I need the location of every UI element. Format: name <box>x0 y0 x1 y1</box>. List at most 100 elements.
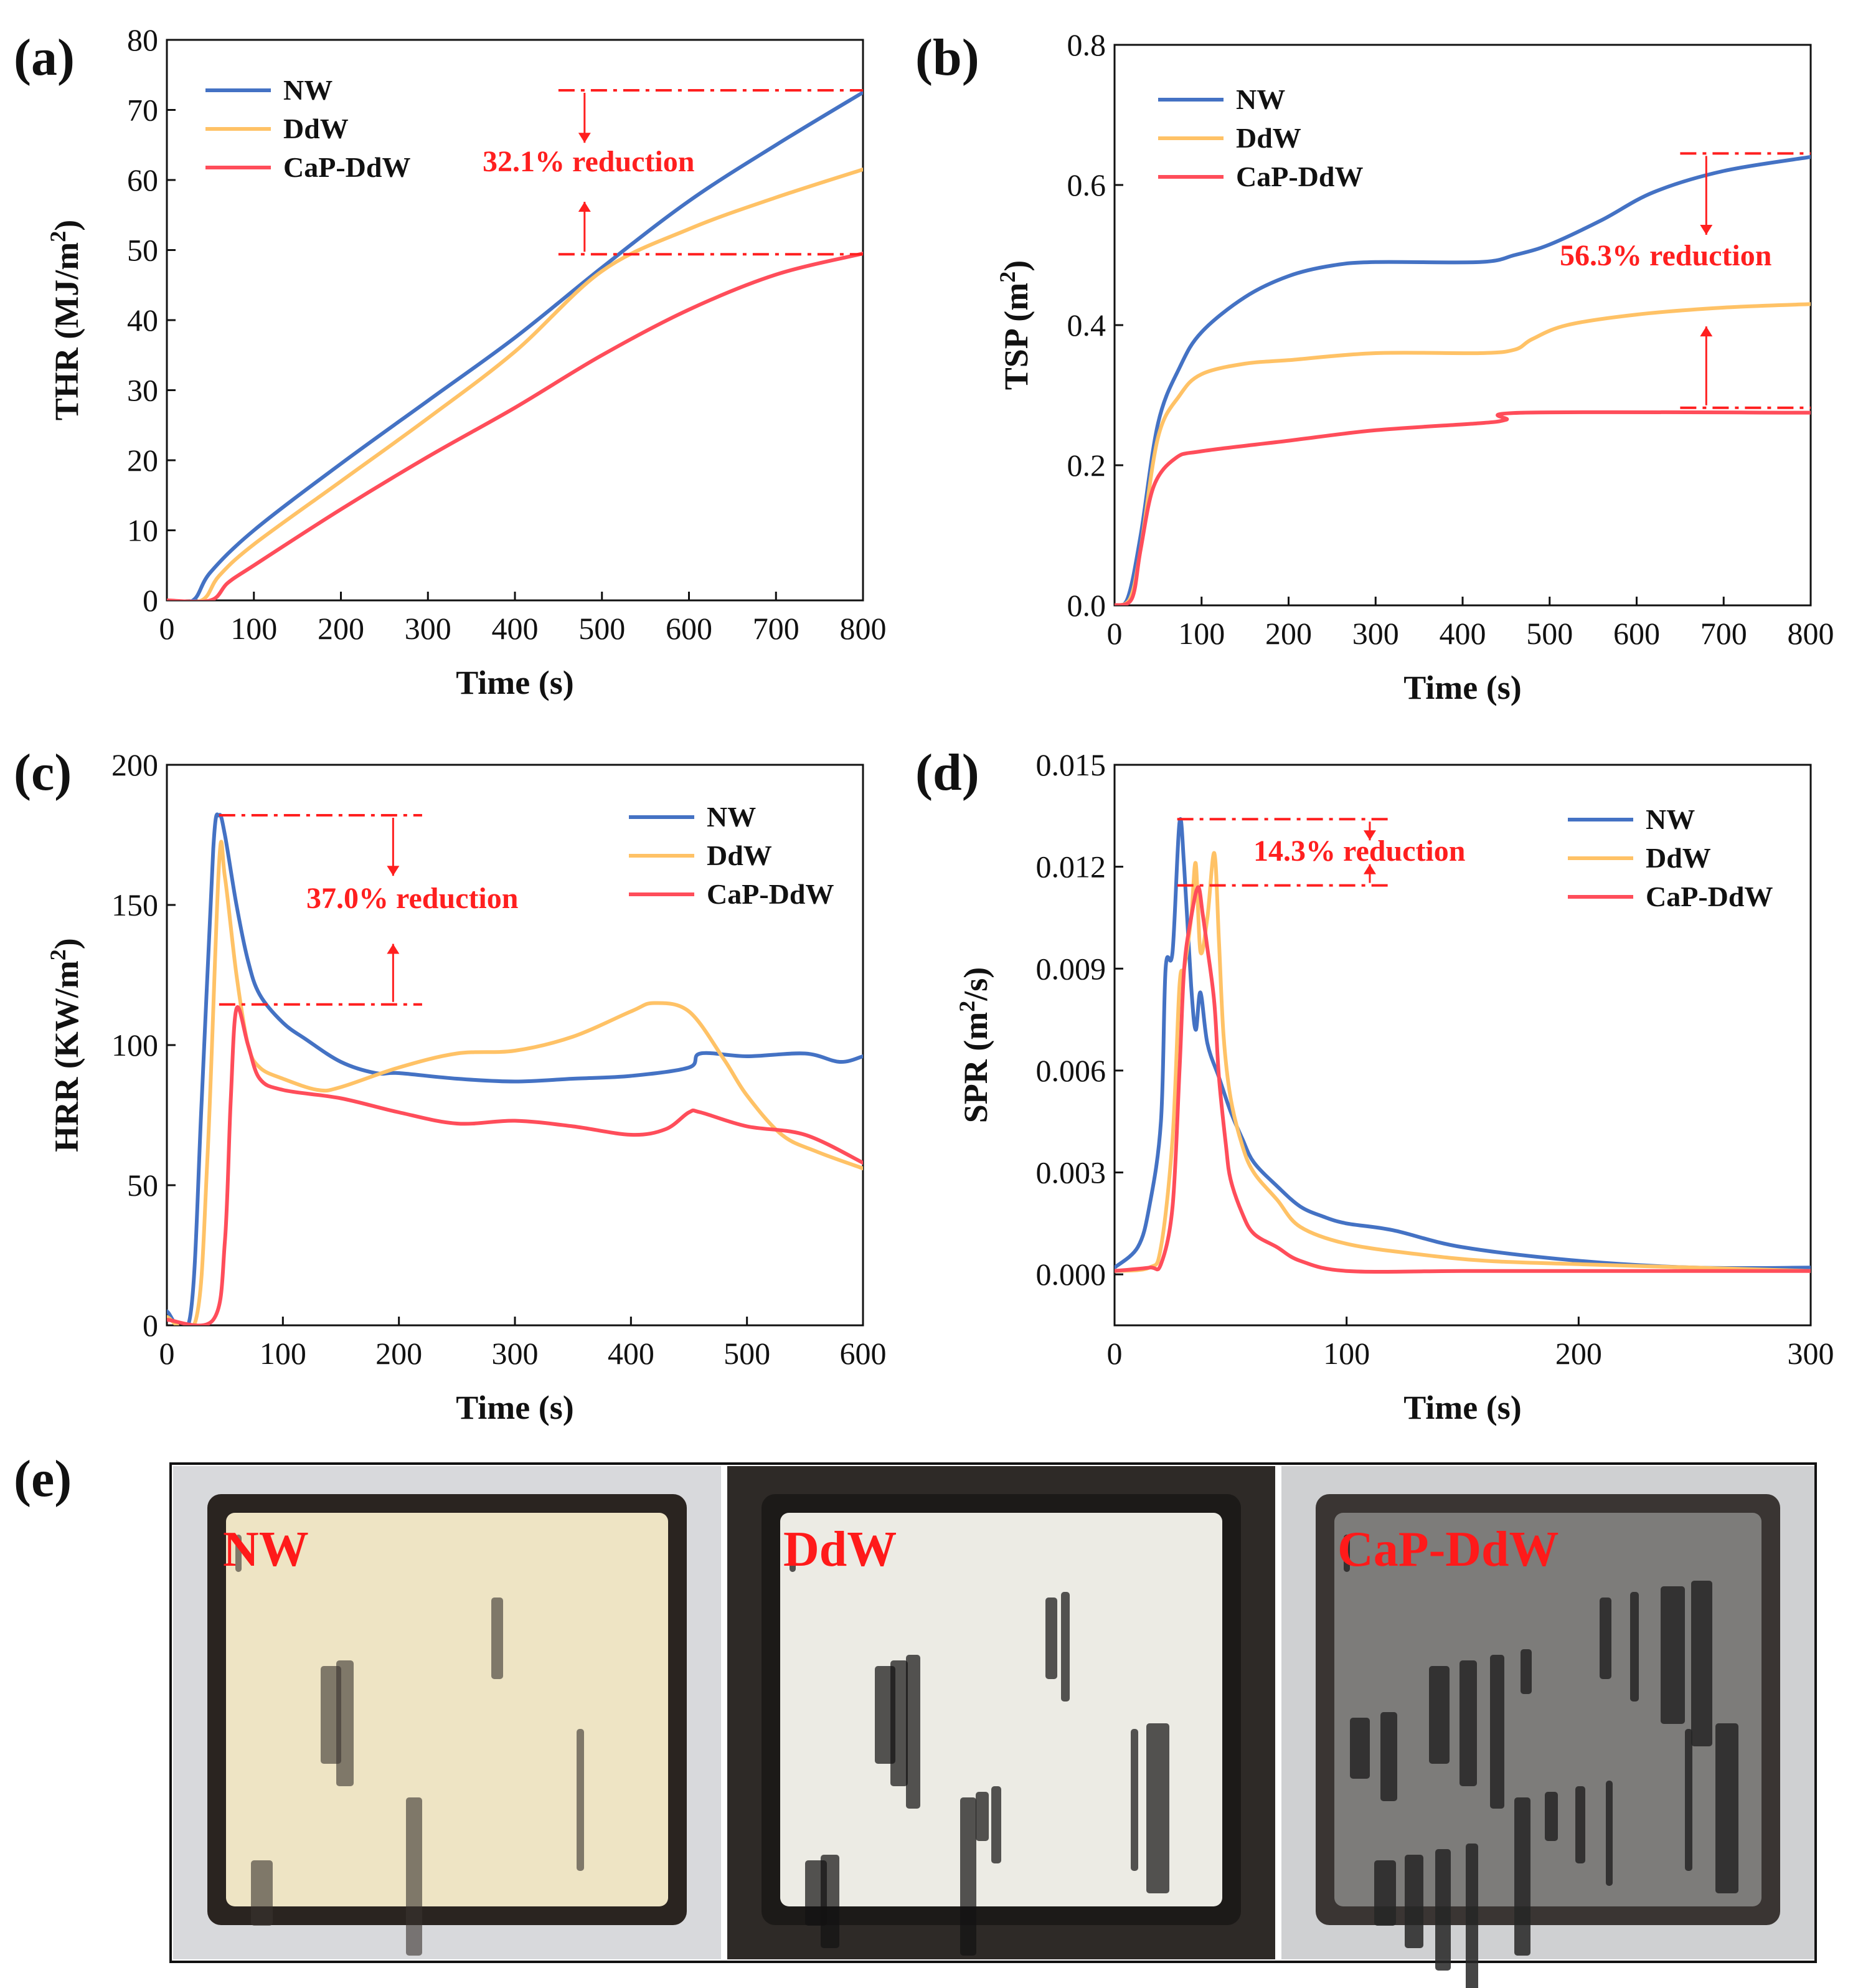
x-tick-label: 0 <box>1107 1336 1123 1371</box>
y-tick-label: 50 <box>127 233 158 268</box>
char-crack <box>875 1666 895 1764</box>
annotation-arrowhead-up <box>1363 864 1376 874</box>
y-tick-label: 0.6 <box>1067 168 1106 202</box>
y-axis-title-sup: 2 <box>45 231 70 242</box>
panel-label: (a) <box>14 29 75 87</box>
y-axis-title: THR (MJ/m2) <box>45 220 85 420</box>
x-axis-title: Time (s) <box>1403 1389 1521 1426</box>
annotation-arrowhead-down <box>387 866 400 876</box>
char-crack <box>1061 1592 1070 1702</box>
y-tick-label: 0.0 <box>1067 588 1106 623</box>
char-crack <box>1545 1792 1558 1841</box>
char-crack <box>1606 1781 1613 1886</box>
y-axis-title-main: SPR (m <box>957 1012 994 1123</box>
legend-label-cap-ddw: CaP-DdW <box>1646 881 1773 912</box>
series-line-nw <box>167 90 863 600</box>
series-line-cap-ddw <box>167 252 863 600</box>
char-crack <box>1435 1849 1451 1971</box>
series-line-nw <box>167 812 863 1325</box>
char-crack <box>960 1797 976 1956</box>
char-crack <box>577 1729 584 1871</box>
x-tick-label: 800 <box>1788 616 1834 651</box>
x-tick-label: 200 <box>1555 1336 1602 1371</box>
y-tick-label: 0.006 <box>1036 1053 1106 1088</box>
legend-label-ddw: DdW <box>283 113 349 144</box>
photo-label: CaP-DdW <box>1337 1522 1559 1577</box>
photo-strip-frame <box>169 1462 1817 1963</box>
y-tick-label: 0.015 <box>1036 747 1106 782</box>
annotation-label: 37.0% reduction <box>306 882 518 915</box>
char-crack <box>491 1598 503 1679</box>
annotation-label: 14.3% reduction <box>1253 835 1465 868</box>
y-tick-label: 10 <box>127 513 158 548</box>
y-axis-title-main: TSP (m <box>997 283 1035 391</box>
x-tick-label: 500 <box>1526 616 1573 651</box>
y-axis-title-main: HRR (KW/m <box>48 960 85 1152</box>
y-axis-title-main: THR (MJ/m <box>48 242 85 420</box>
x-tick-label: 500 <box>724 1336 770 1371</box>
x-tick-label: 200 <box>375 1336 422 1371</box>
panel-label-e: (e) <box>14 1450 72 1508</box>
char-crack <box>1374 1860 1396 1926</box>
series-line-ddw <box>1115 302 1811 605</box>
photo-residue <box>780 1513 1222 1906</box>
char-crack <box>1521 1649 1532 1694</box>
y-tick-label: 50 <box>127 1168 158 1203</box>
x-tick-label: 100 <box>1323 1336 1370 1371</box>
y-tick-label: 0.8 <box>1067 27 1106 62</box>
annotation-arrowhead-down <box>1363 830 1376 841</box>
series-line-cap-ddw <box>167 1005 863 1325</box>
y-tick-label: 0.2 <box>1067 448 1106 483</box>
series-line-ddw <box>167 168 863 600</box>
char-crack <box>1661 1586 1685 1724</box>
annotation-label: 56.3% reduction <box>1560 239 1771 272</box>
y-tick-label: 0.4 <box>1067 308 1106 343</box>
char-crack <box>1691 1581 1712 1746</box>
y-tick-label: 40 <box>127 303 158 338</box>
y-tick-label: 0.000 <box>1036 1257 1106 1292</box>
y-axis-title: HRR (KW/m2) <box>45 938 85 1152</box>
char-crack <box>1405 1855 1423 1948</box>
y-axis-title-end: ) <box>997 260 1035 272</box>
y-axis-title: SPR (m2/s) <box>955 967 994 1123</box>
legend-label-nw: NW <box>1646 803 1695 835</box>
char-crack <box>976 1792 989 1841</box>
legend-label-cap-ddw: CaP-DdW <box>283 151 410 183</box>
char-crack <box>906 1655 920 1809</box>
y-axis-title-end: /s) <box>957 967 994 1001</box>
legend-label-ddw: DdW <box>707 840 772 871</box>
series-line-ddw <box>1115 851 1811 1273</box>
char-crack <box>1490 1655 1504 1809</box>
annotation-arrowhead-down <box>1700 225 1713 235</box>
x-tick-label: 300 <box>405 611 451 646</box>
plot-frame <box>1113 44 1812 607</box>
x-tick-label: 500 <box>578 611 625 646</box>
x-tick-label: 0 <box>159 611 175 646</box>
x-tick-label: 400 <box>1440 616 1486 651</box>
x-tick-label: 600 <box>840 1336 887 1371</box>
x-tick-label: 600 <box>666 611 712 646</box>
char-crack <box>1514 1797 1530 1956</box>
y-tick-label: 30 <box>127 373 158 408</box>
y-tick-label: 80 <box>127 22 158 57</box>
annotation-label: 32.1% reduction <box>483 145 694 178</box>
y-axis-title-sup: 2 <box>995 272 1020 283</box>
y-tick-label: 0 <box>143 583 158 618</box>
series-line-cap-ddw <box>1115 885 1811 1274</box>
char-crack <box>1429 1666 1450 1764</box>
y-tick-label: 20 <box>127 443 158 478</box>
panel-label: (c) <box>14 744 72 802</box>
y-tick-label: 100 <box>111 1028 158 1063</box>
annotation-arrowhead-up <box>1700 326 1713 337</box>
series-line-cap-ddw <box>1115 410 1811 605</box>
photo-label: DdW <box>783 1522 897 1577</box>
photo-residue <box>226 1513 668 1906</box>
x-tick-label: 100 <box>260 1336 306 1371</box>
x-tick-label: 300 <box>1352 616 1399 651</box>
photo-nw: NW <box>173 1466 721 1959</box>
y-tick-label: 70 <box>127 93 158 128</box>
char-crack <box>1344 1535 1350 1572</box>
char-crack <box>1131 1729 1138 1871</box>
x-tick-label: 700 <box>1700 616 1747 651</box>
